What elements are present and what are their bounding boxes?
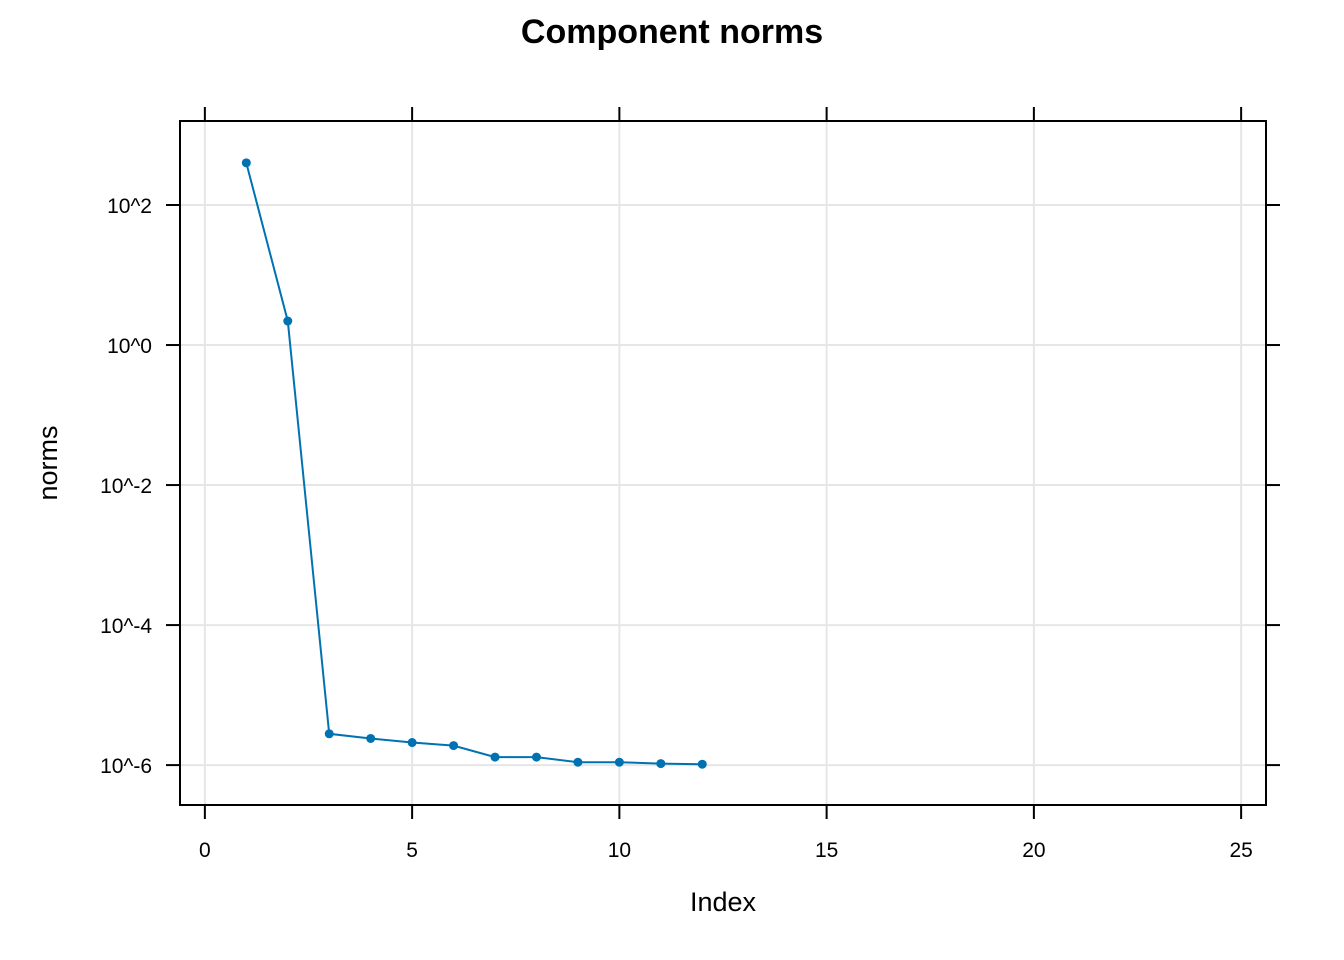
data-point: [656, 759, 666, 769]
y-tick-label: 10^-4: [100, 615, 152, 638]
x-axis-label: Index: [690, 887, 757, 917]
chart-title: Component norms: [521, 13, 823, 51]
data-point: [366, 733, 376, 743]
x-tick-label: 0: [199, 839, 211, 862]
x-tick-label: 15: [815, 839, 838, 862]
data-point: [490, 752, 500, 762]
tick-layer: 0 5 10 15 20 25 10^2 10^0 10^-2 10^-4 10^-6: [100, 107, 1280, 862]
grid-layer: [180, 121, 1266, 805]
data-point: [324, 729, 334, 739]
x-tick-label: 5: [406, 839, 418, 862]
data-point: [697, 759, 707, 769]
y-axis-label: norms: [33, 425, 63, 500]
data-point: [531, 752, 541, 762]
plot-frame: [179, 120, 1267, 806]
y-tick-label: 10^0: [107, 335, 152, 358]
series-layer: [241, 158, 707, 769]
x-tick-label: 10: [608, 839, 631, 862]
x-tick-label: 25: [1229, 839, 1252, 862]
data-point: [283, 316, 293, 326]
y-tick-label: 10^-2: [100, 475, 152, 498]
data-point: [241, 158, 251, 168]
x-tick-label: 20: [1022, 839, 1045, 862]
data-point: [573, 757, 583, 767]
data-point: [407, 738, 417, 748]
data-point: [449, 741, 459, 751]
y-tick-label: 10^2: [107, 195, 152, 218]
data-point: [614, 757, 624, 767]
y-tick-label: 10^-6: [100, 755, 152, 778]
series-line: [245, 162, 703, 766]
